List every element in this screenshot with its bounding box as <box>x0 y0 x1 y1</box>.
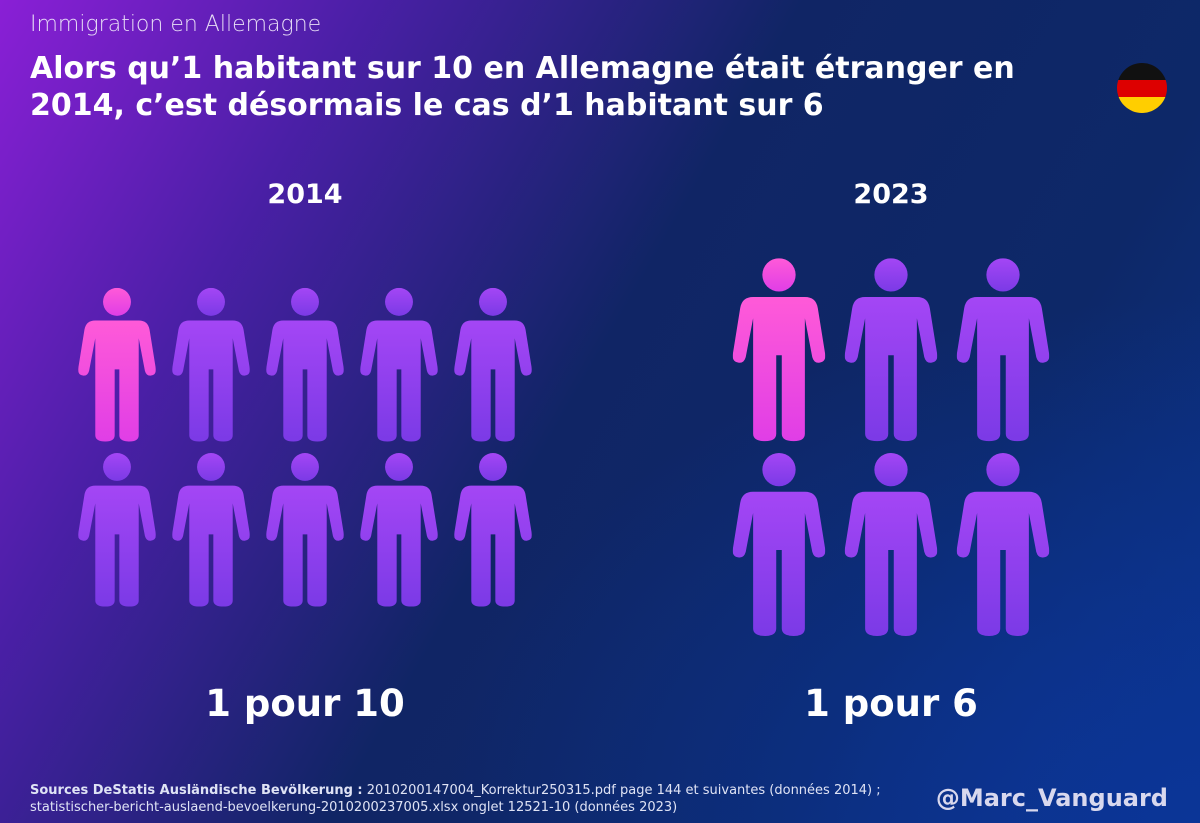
title: Alors qu’1 habitant sur 10 en Allemagne … <box>30 51 1015 123</box>
person <box>844 453 938 636</box>
person-highlighted <box>78 287 156 442</box>
kicker: Immigration en Allemagne <box>30 12 322 37</box>
ratio-label: 1 pour 6 <box>804 682 978 725</box>
person <box>844 258 938 442</box>
year: 2014 <box>267 179 343 210</box>
person <box>956 258 1050 442</box>
source: Sources DeStatis Ausländische Bevölkerun… <box>30 782 910 816</box>
person <box>172 453 250 607</box>
person <box>360 287 438 442</box>
person-highlighted <box>732 258 826 442</box>
person <box>266 287 344 442</box>
person <box>454 287 532 442</box>
source-label: Sources DeStatis Ausländische Bevölkerun… <box>30 783 363 798</box>
person <box>78 453 156 607</box>
ratio-label: 1 pour 10 <box>205 682 405 725</box>
person <box>360 453 438 607</box>
handle: @Marc_Vanguard <box>935 784 1168 812</box>
person <box>266 453 344 607</box>
person <box>454 453 532 607</box>
source-text: 2010200147004_Korrektur250315.pdf page 1… <box>30 783 881 815</box>
year: 2023 <box>853 179 929 210</box>
person <box>172 287 250 442</box>
person <box>956 453 1050 636</box>
flag <box>1117 63 1167 113</box>
person <box>732 453 826 636</box>
